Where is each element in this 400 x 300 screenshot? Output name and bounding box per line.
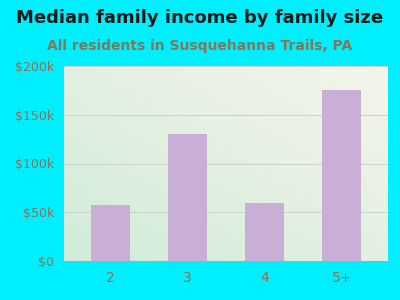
- Bar: [168, 134, 207, 261]
- Bar: [91, 206, 130, 261]
- Text: Median family income by family size: Median family income by family size: [16, 9, 384, 27]
- Text: All residents in Susquehanna Trails, PA: All residents in Susquehanna Trails, PA: [47, 39, 353, 53]
- Bar: [322, 90, 361, 261]
- Bar: [245, 202, 284, 261]
